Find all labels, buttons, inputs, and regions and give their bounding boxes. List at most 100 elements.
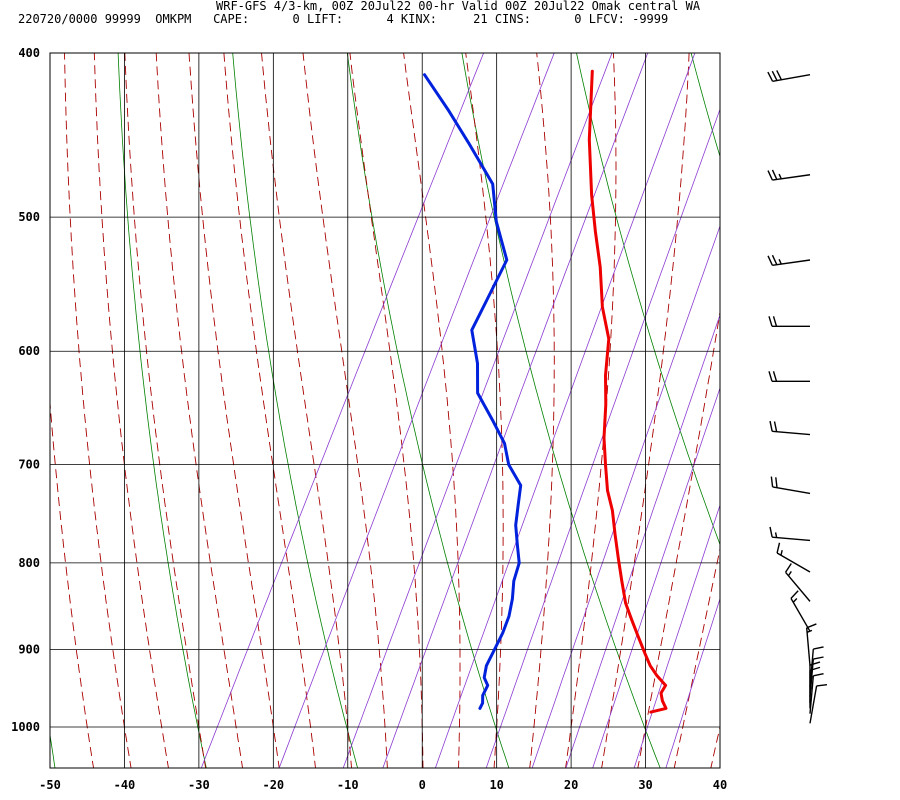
wind-barb-feather xyxy=(806,623,817,629)
wind-barb xyxy=(805,623,817,666)
station-indices-line: 220720/0000 99999 OMKPM CAPE: 0 LIFT: 4 … xyxy=(18,12,669,26)
moist-adiabat-line xyxy=(302,53,388,768)
wind-barb-staff xyxy=(809,675,815,714)
sounding-profiles xyxy=(423,69,668,714)
wind-barb-staff xyxy=(809,685,818,724)
wind-barb-feather xyxy=(770,476,774,487)
wind-barb-feather xyxy=(771,254,778,265)
wind-barb-feather xyxy=(772,371,778,382)
wind-barb xyxy=(768,371,810,382)
wind-barb-staff xyxy=(805,627,811,666)
dewpoint-profile-line xyxy=(423,73,523,710)
x-tick-label: -30 xyxy=(188,778,210,792)
x-tick-label: -40 xyxy=(114,778,136,792)
wind-barb-feather xyxy=(776,542,781,554)
temperature-profile-line xyxy=(587,69,668,714)
moist-adiabat-line xyxy=(93,53,169,768)
y-tick-label: 600 xyxy=(18,344,40,358)
wind-barb xyxy=(776,542,811,573)
wind-barb-staff xyxy=(772,174,811,181)
wind-barb-column xyxy=(767,70,828,724)
wind-barb-feather xyxy=(809,666,821,672)
moist-adiabat-line xyxy=(64,53,132,768)
x-tick-label: 0 xyxy=(419,778,426,792)
y-tick-label: 800 xyxy=(18,556,40,570)
moist-adiabat-line xyxy=(710,724,720,768)
plot-frame xyxy=(49,52,721,769)
wind-barb xyxy=(769,526,811,542)
wind-barb-feather xyxy=(816,683,828,687)
wind-barb xyxy=(768,316,810,328)
wind-barb xyxy=(770,476,811,495)
dry-adiabat-line xyxy=(690,53,720,158)
moist-adiabat-line xyxy=(744,15,900,783)
moist-adiabat-line xyxy=(465,53,504,768)
wind-barb xyxy=(769,420,811,436)
wind-barb xyxy=(809,672,824,714)
wind-barb-staff xyxy=(776,552,811,573)
wind-barb xyxy=(809,683,828,724)
x-tick-label: -20 xyxy=(262,778,284,792)
wind-barb-feather xyxy=(790,590,799,599)
wind-barb-feather xyxy=(784,563,792,573)
moist-adiabat-line xyxy=(188,53,280,768)
wind-barb xyxy=(784,563,811,602)
dry-adiabat-line xyxy=(346,53,510,768)
mixing-ratio-line xyxy=(633,503,720,768)
wind-barb xyxy=(767,254,811,266)
y-tick-label: 900 xyxy=(18,642,40,656)
wind-barb-staff xyxy=(772,536,811,542)
x-tick-label: 30 xyxy=(638,778,652,792)
y-tick-label: 1000 xyxy=(11,720,40,734)
wind-barb-staff xyxy=(772,259,811,266)
wind-barb-half-feather xyxy=(778,259,782,265)
mixing-ratio-line xyxy=(278,53,555,768)
wind-barb-feather xyxy=(767,170,774,181)
mixing-ratio-line xyxy=(665,597,720,768)
mixing-ratio-line xyxy=(342,53,613,768)
y-tick-label: 500 xyxy=(18,210,40,224)
wind-barb-half-feather xyxy=(778,173,782,180)
wind-barb-feather xyxy=(773,421,778,432)
mixing-ratio-line xyxy=(485,108,720,768)
wind-barb-feather xyxy=(767,255,774,266)
wind-barb-feather xyxy=(771,70,778,81)
mixing-ratio-line xyxy=(531,224,720,768)
wind-barb-feather xyxy=(769,420,773,432)
dry-adiabat-line xyxy=(576,53,720,546)
wind-barb-feather xyxy=(768,371,773,382)
wind-barb xyxy=(809,666,821,709)
wind-barb-feather xyxy=(813,672,824,677)
wind-barb-half-feather xyxy=(780,550,783,556)
moist-adiabat-line xyxy=(261,53,352,768)
wind-barb-half-feather xyxy=(792,598,798,603)
dry-adiabat-line xyxy=(461,53,661,768)
mixing-ratio-line xyxy=(434,53,696,768)
x-tick-label: 20 xyxy=(564,778,578,792)
wind-barb-feather xyxy=(813,646,824,650)
wind-barb-feather xyxy=(776,70,783,81)
dry-adiabat-line xyxy=(232,53,358,768)
moist-adiabat-line xyxy=(565,53,617,768)
wind-barb-staff xyxy=(790,598,811,632)
y-tick-label: 400 xyxy=(18,46,40,60)
moist-adiabat-line xyxy=(529,53,555,768)
wind-barb-staff xyxy=(785,571,811,602)
wind-barb-half-feather xyxy=(774,532,778,538)
wind-barb-feather xyxy=(768,316,773,327)
wind-barb-feather xyxy=(769,526,773,538)
wind-barb-feather xyxy=(767,71,774,82)
wind-barb xyxy=(767,169,811,181)
wind-barb-feather xyxy=(775,477,778,488)
wind-barb-staff xyxy=(772,430,811,436)
mixing-ratio-line xyxy=(592,386,720,768)
x-tick-label: -10 xyxy=(337,778,359,792)
mixing-ratio-line xyxy=(382,53,649,768)
wind-barb-staff xyxy=(772,486,811,495)
x-tick-label: 10 xyxy=(489,778,503,792)
wind-barb xyxy=(790,590,811,632)
wind-barb xyxy=(767,70,811,83)
wind-barb-half-feather xyxy=(787,570,792,577)
chart-title-line: WRF-GFS 4/3-km, 00Z 20Jul22 00-hr Valid … xyxy=(216,0,701,13)
